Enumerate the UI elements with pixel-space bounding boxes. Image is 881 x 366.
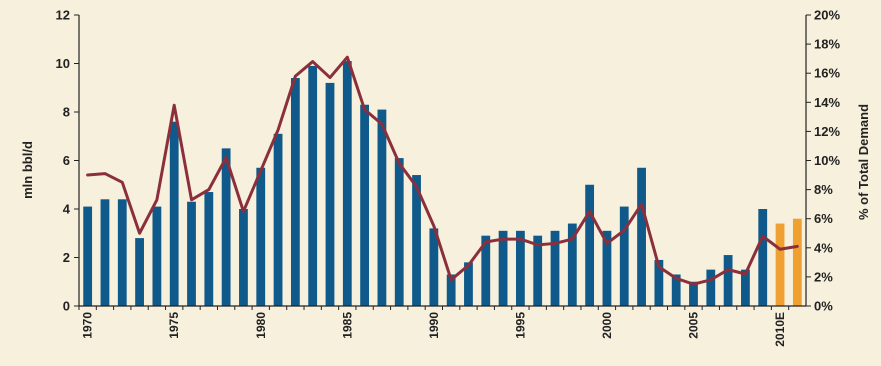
bar	[169, 121, 179, 306]
bar	[464, 262, 473, 306]
y-tick-label: 10	[56, 56, 70, 71]
y-tick-label: 8	[63, 105, 70, 120]
y-tick-label: 4	[63, 202, 71, 217]
bar	[239, 209, 248, 306]
bar	[550, 230, 560, 306]
bar	[533, 235, 543, 306]
bar	[204, 192, 214, 306]
bar	[758, 209, 768, 306]
bar	[135, 238, 144, 306]
bar	[654, 259, 664, 306]
y2-tick-label: 10%	[814, 153, 840, 168]
axes-layer: 0 2 4 6 8 10 12 0% 2% 4% 6% 8% 10% 12% 14% 16% 18% 20% 197…	[56, 8, 841, 347]
bar	[723, 255, 733, 306]
demand-share-line	[86, 55, 799, 286]
bar	[706, 269, 716, 307]
bar	[394, 158, 404, 306]
bar	[412, 175, 421, 306]
x-tick-label: 1975	[167, 312, 181, 339]
bar	[290, 78, 300, 306]
x-tick-label: 2010E	[773, 312, 787, 347]
bar	[585, 184, 595, 306]
y2-tick-label: 12%	[814, 124, 840, 139]
x-tick-label: 1980	[254, 312, 268, 339]
bar	[377, 109, 387, 306]
bar-estimate	[792, 218, 802, 306]
bar	[342, 61, 352, 306]
bar	[602, 230, 612, 306]
bar	[187, 201, 196, 306]
bar	[273, 133, 283, 306]
y2-tick-label: 0%	[814, 299, 833, 314]
bar-estimate	[775, 223, 785, 306]
x-tick-label: 2000	[600, 312, 614, 339]
bar	[100, 199, 110, 306]
y2-tick-label: 2%	[814, 269, 833, 284]
bar	[117, 199, 127, 306]
bar	[515, 230, 525, 306]
y2-tick-label: 18%	[814, 37, 840, 52]
bar	[83, 206, 93, 306]
x-tick-label: 1985	[340, 312, 354, 339]
bar	[152, 206, 162, 306]
bar	[498, 230, 508, 306]
bar	[619, 206, 629, 306]
y2-tick-label: 4%	[814, 240, 833, 255]
y-tick-label: 2	[63, 250, 70, 265]
line-layer	[86, 55, 799, 286]
bar	[481, 235, 491, 306]
y-tick-label: 0	[63, 299, 70, 314]
bar	[221, 148, 231, 307]
bar	[446, 274, 456, 306]
bar	[741, 269, 750, 307]
bar	[256, 167, 266, 306]
y-tick-label: 6	[63, 153, 70, 168]
x-tick-label: 1990	[427, 312, 441, 339]
bar	[567, 223, 577, 306]
bar	[637, 167, 646, 306]
bar	[689, 281, 698, 306]
x-tick-label: 2005	[686, 312, 700, 339]
y-axis-label: mln bbl/d	[20, 141, 35, 199]
x-tick-label: 1970	[81, 312, 95, 339]
y2-tick-label: 20%	[814, 8, 840, 23]
bar	[429, 228, 439, 306]
y2-tick-label: 8%	[814, 182, 833, 197]
y2-tick-label: 14%	[814, 95, 840, 110]
bar	[325, 82, 335, 307]
y2-axis-label: % of Total Demand	[856, 104, 871, 220]
y2-tick-label: 6%	[814, 211, 833, 226]
bar	[360, 104, 370, 306]
x-tick-label: 1995	[513, 312, 527, 339]
bars-layer	[83, 61, 802, 307]
y-tick-label: 12	[56, 8, 70, 23]
bar	[308, 65, 318, 306]
bar	[671, 274, 681, 306]
y2-tick-label: 16%	[814, 66, 840, 81]
